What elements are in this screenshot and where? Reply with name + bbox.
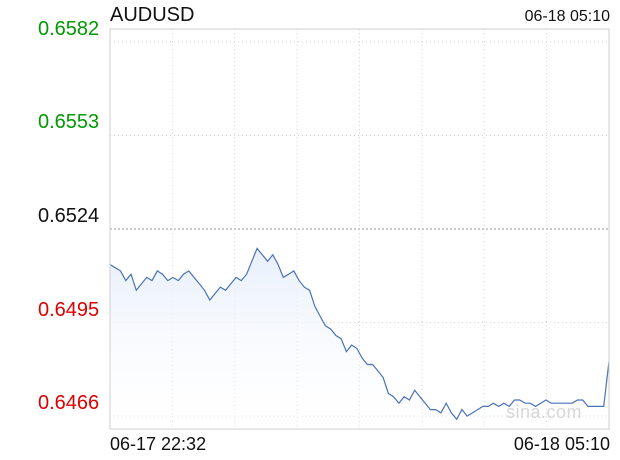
x-tick-end: 06-18 05:10 [513,434,610,454]
y-tick-0: 0.6582 [38,17,100,40]
y-tick-1: 0.6553 [38,111,100,134]
sina-watermark: sina.com [506,402,583,422]
chart-title: AUDUSD [110,4,195,26]
y-tick-3: 0.6495 [38,298,100,321]
price-area [110,248,609,429]
plot-frame [109,28,610,430]
y-tick-4: 0.6466 [38,392,100,415]
header-time: 06-18 05:10 [524,8,610,25]
price-line [109,247,610,421]
y-tick-2: 0.6524 [38,205,100,227]
x-tick-start: 06-17 22:32 [110,434,207,454]
grid [110,29,609,429]
